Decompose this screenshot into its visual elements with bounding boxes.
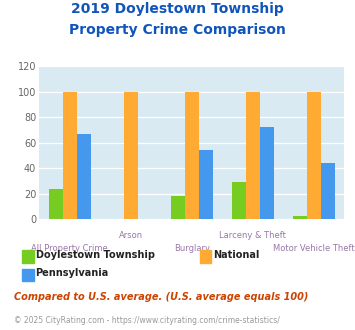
Text: Compared to U.S. average. (U.S. average equals 100): Compared to U.S. average. (U.S. average … — [14, 292, 308, 302]
Text: Doylestown Township: Doylestown Township — [36, 250, 154, 260]
Bar — [185, 91, 199, 219]
Text: Property Crime Comparison: Property Crime Comparison — [69, 23, 286, 37]
Text: All Property Crime: All Property Crime — [31, 244, 108, 253]
Text: National: National — [213, 250, 260, 260]
Bar — [232, 182, 246, 219]
Text: © 2025 CityRating.com - https://www.cityrating.com/crime-statistics/: © 2025 CityRating.com - https://www.city… — [14, 316, 280, 325]
Text: Burglary: Burglary — [174, 244, 210, 253]
Bar — [307, 91, 321, 219]
Bar — [62, 91, 77, 219]
Bar — [293, 215, 307, 219]
Bar — [124, 91, 138, 219]
Bar — [199, 150, 213, 219]
Text: Pennsylvania: Pennsylvania — [36, 268, 109, 278]
Bar — [77, 134, 91, 219]
Text: Larceny & Theft: Larceny & Theft — [219, 231, 286, 240]
Bar — [171, 196, 185, 219]
Bar — [49, 189, 62, 219]
Text: 2019 Doylestown Township: 2019 Doylestown Township — [71, 2, 284, 16]
Bar — [321, 163, 335, 219]
Bar — [246, 91, 260, 219]
Text: Arson: Arson — [119, 231, 143, 240]
Text: Motor Vehicle Theft: Motor Vehicle Theft — [273, 244, 355, 253]
Bar — [260, 127, 274, 219]
